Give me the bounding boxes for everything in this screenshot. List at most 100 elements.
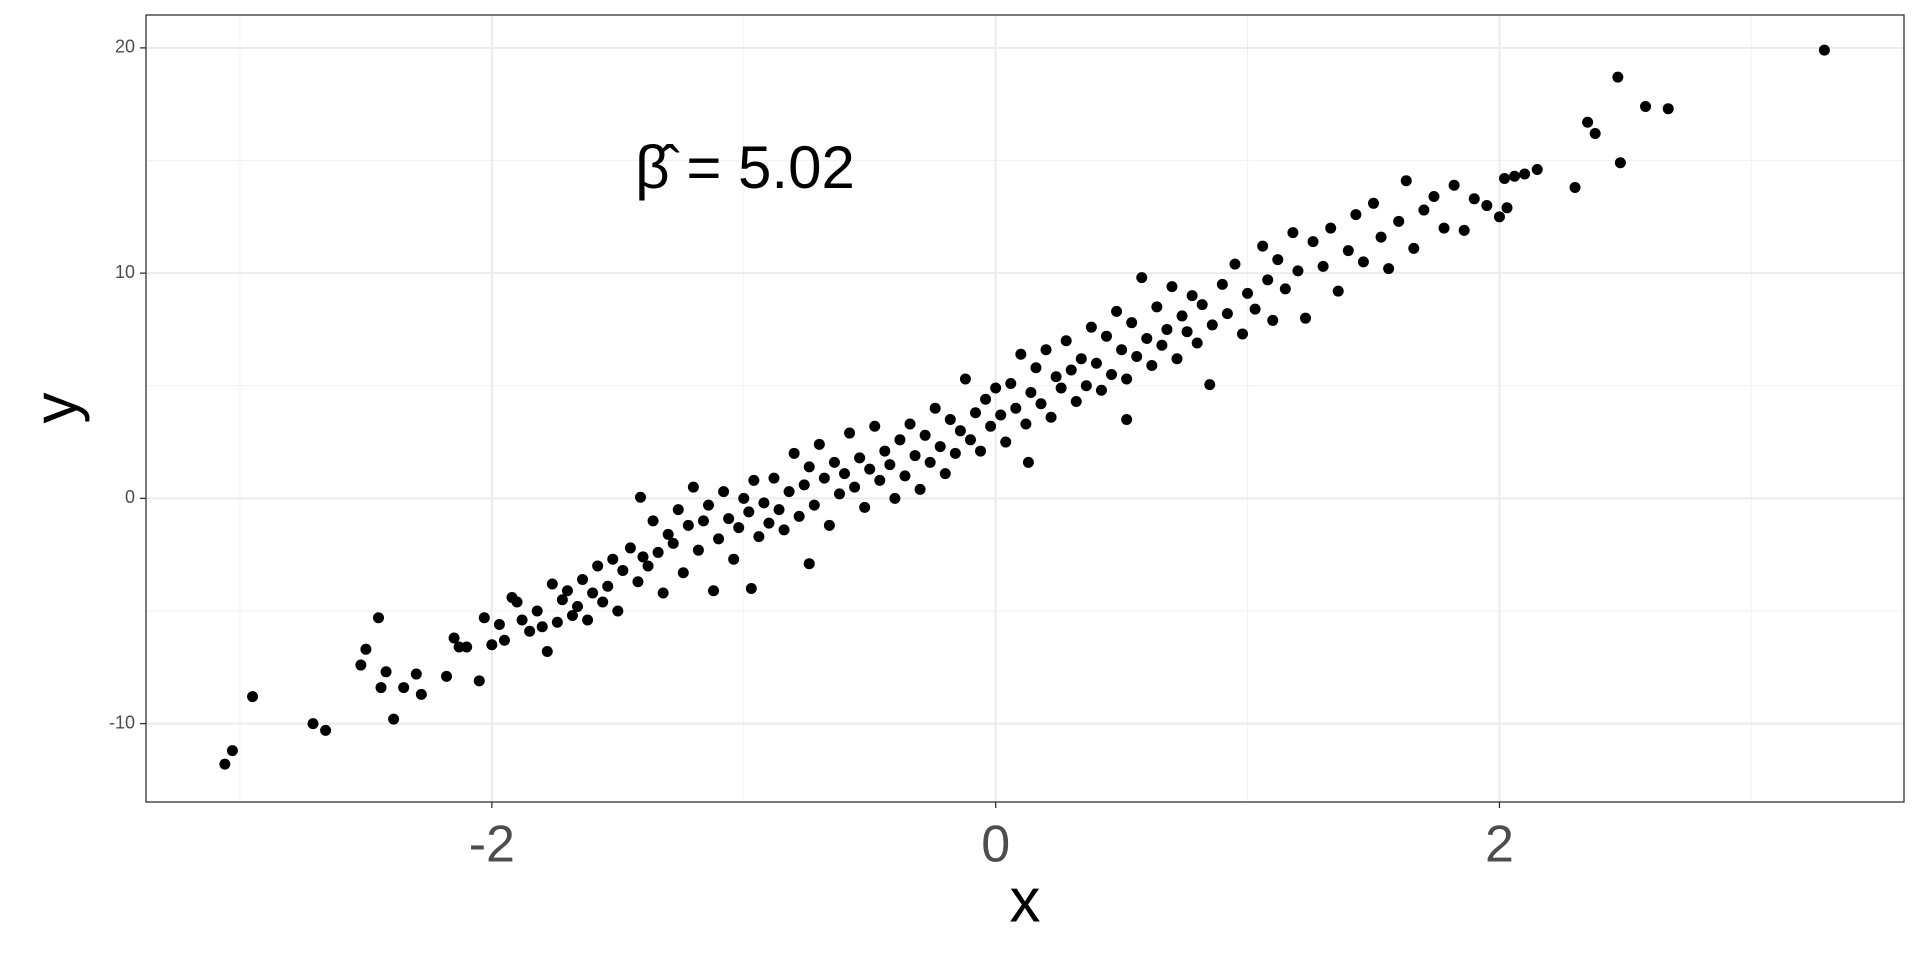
point bbox=[738, 492, 750, 504]
point bbox=[990, 382, 1002, 394]
y-tick-label: 0 bbox=[125, 487, 135, 507]
point bbox=[1249, 303, 1261, 315]
point bbox=[924, 456, 936, 468]
point bbox=[859, 501, 871, 513]
point bbox=[1368, 197, 1380, 209]
point bbox=[375, 682, 387, 694]
point bbox=[964, 434, 976, 446]
points bbox=[219, 44, 1830, 770]
x-tick-label: 0 bbox=[981, 816, 1010, 874]
point bbox=[1493, 211, 1505, 223]
point bbox=[839, 468, 851, 480]
point bbox=[702, 499, 714, 511]
point bbox=[388, 713, 400, 725]
x-tick-label: -2 bbox=[469, 816, 515, 874]
point bbox=[1307, 236, 1319, 248]
point bbox=[582, 614, 594, 626]
point bbox=[1022, 456, 1034, 468]
point bbox=[410, 668, 422, 680]
point bbox=[373, 612, 385, 624]
point bbox=[524, 625, 536, 637]
point bbox=[511, 596, 523, 608]
point bbox=[798, 479, 810, 491]
point bbox=[1221, 308, 1233, 320]
point bbox=[793, 510, 805, 522]
point bbox=[1035, 398, 1047, 410]
point bbox=[355, 659, 367, 671]
point bbox=[1569, 182, 1581, 194]
point bbox=[536, 621, 548, 633]
point bbox=[612, 605, 624, 617]
point bbox=[541, 646, 553, 658]
point bbox=[745, 582, 757, 594]
point bbox=[884, 459, 896, 471]
point bbox=[808, 499, 820, 511]
point bbox=[1498, 173, 1510, 185]
point bbox=[823, 519, 835, 531]
point bbox=[919, 429, 931, 441]
panel-border bbox=[145, 14, 1905, 803]
point bbox=[778, 524, 790, 536]
point bbox=[743, 506, 755, 518]
point bbox=[899, 470, 911, 482]
point bbox=[219, 758, 231, 770]
point bbox=[980, 393, 992, 405]
point bbox=[1060, 335, 1072, 347]
point bbox=[1030, 362, 1042, 374]
point bbox=[1206, 319, 1218, 331]
point bbox=[748, 474, 760, 486]
point bbox=[1116, 344, 1128, 356]
point bbox=[577, 573, 589, 585]
point bbox=[1257, 240, 1269, 252]
point bbox=[949, 447, 961, 459]
point bbox=[1216, 278, 1228, 290]
point bbox=[1171, 353, 1183, 365]
point bbox=[723, 513, 735, 525]
point bbox=[904, 418, 916, 430]
point bbox=[531, 605, 543, 617]
point bbox=[677, 567, 689, 579]
point bbox=[1272, 254, 1284, 266]
point bbox=[415, 688, 427, 700]
y-tick-label: -10 bbox=[109, 712, 135, 732]
point bbox=[1075, 353, 1087, 365]
point bbox=[1070, 396, 1082, 408]
point bbox=[1050, 371, 1062, 383]
point bbox=[1589, 127, 1601, 139]
point bbox=[753, 531, 765, 543]
point bbox=[307, 718, 319, 730]
point bbox=[854, 452, 866, 464]
point bbox=[546, 578, 558, 590]
point bbox=[473, 675, 485, 687]
point bbox=[909, 450, 921, 462]
point bbox=[1383, 263, 1395, 275]
point bbox=[713, 533, 725, 545]
point bbox=[728, 553, 740, 565]
point bbox=[1181, 326, 1193, 338]
point bbox=[697, 515, 709, 527]
point bbox=[1000, 436, 1012, 448]
point bbox=[1045, 411, 1057, 423]
point bbox=[572, 600, 584, 612]
point bbox=[763, 517, 775, 529]
point bbox=[1151, 301, 1163, 313]
point bbox=[959, 373, 971, 385]
point bbox=[985, 420, 997, 432]
point bbox=[587, 587, 599, 599]
point bbox=[718, 486, 730, 498]
point bbox=[1614, 157, 1626, 169]
point bbox=[818, 472, 830, 484]
point bbox=[1350, 209, 1362, 221]
point bbox=[597, 596, 609, 608]
point bbox=[602, 580, 614, 592]
point bbox=[642, 560, 654, 572]
point bbox=[687, 481, 699, 493]
point bbox=[1204, 379, 1216, 391]
point bbox=[1196, 299, 1208, 311]
point bbox=[453, 641, 465, 653]
point bbox=[1055, 382, 1067, 394]
point bbox=[733, 522, 745, 534]
point bbox=[708, 585, 720, 597]
point bbox=[516, 614, 528, 626]
